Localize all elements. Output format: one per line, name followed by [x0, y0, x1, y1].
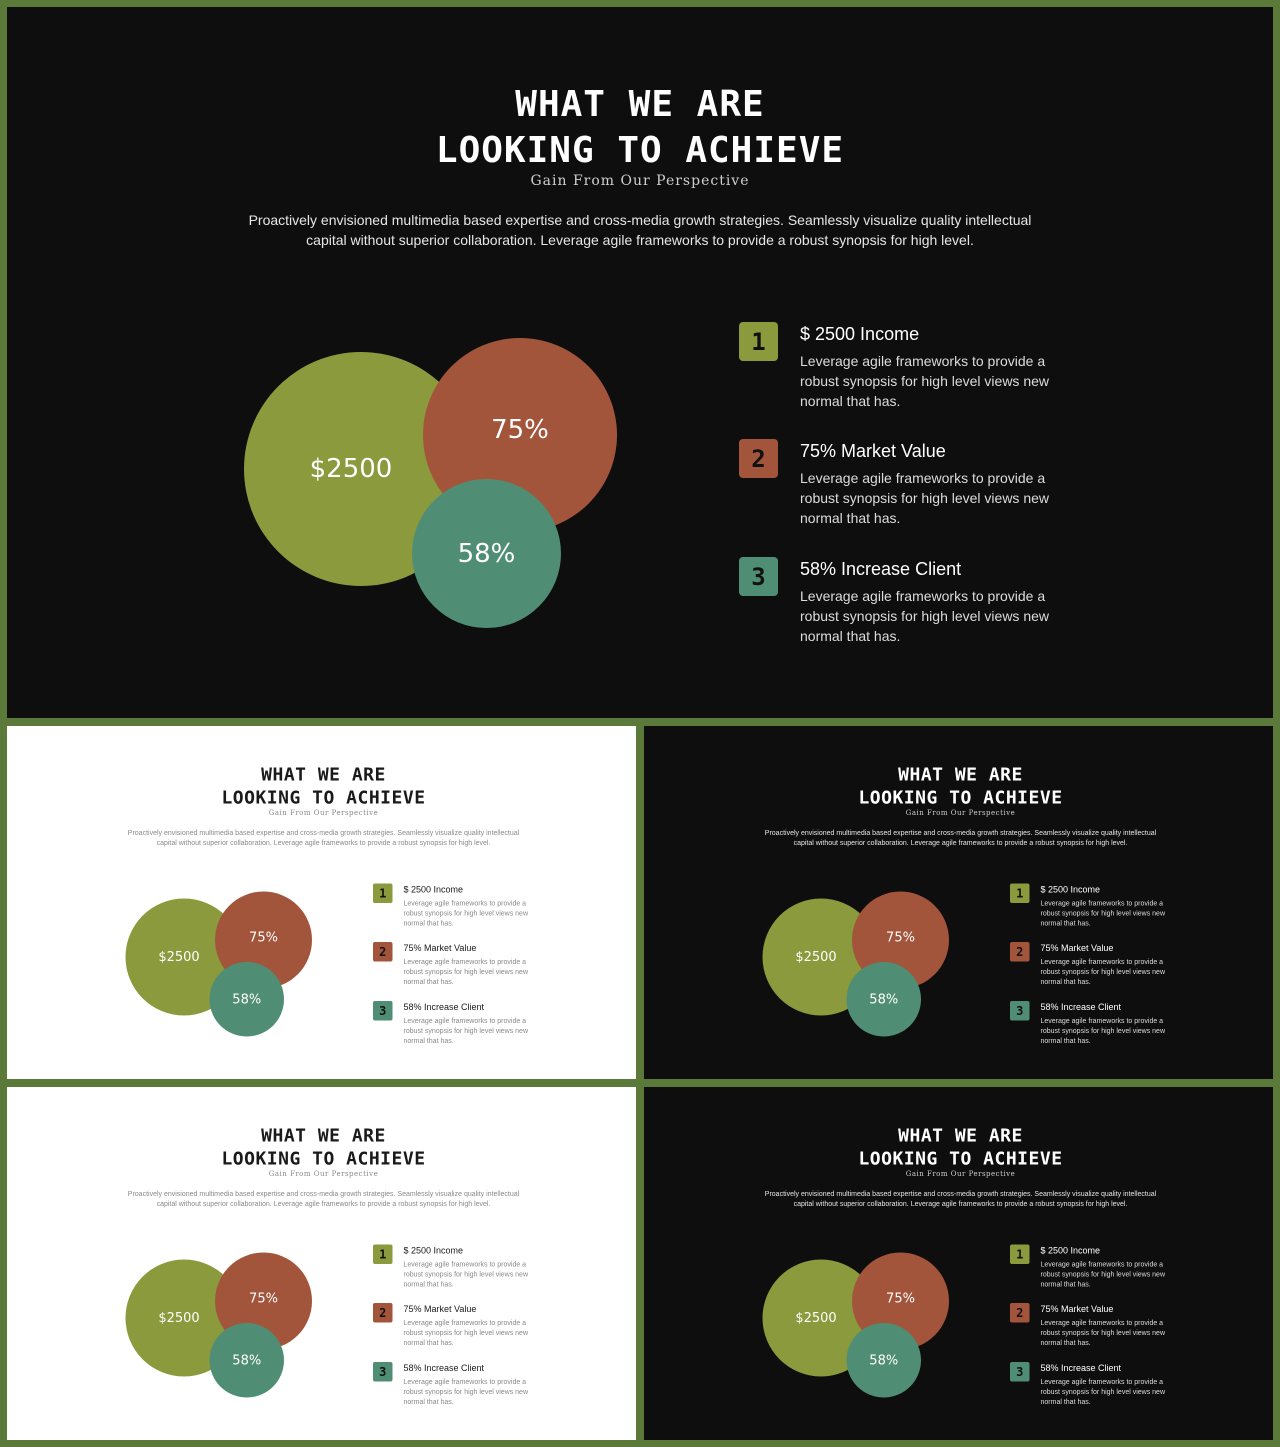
item-title: $ 2500 Income: [1040, 1245, 1101, 1256]
slide-title-line-2: LOOKING TO ACHIEVE: [435, 130, 845, 171]
item-description: Leverage agile frameworks to provide a r…: [1040, 1016, 1166, 1045]
item-description: Leverage agile frameworks to provide a r…: [1040, 899, 1166, 927]
item-title: 58% Increase Client: [1040, 1002, 1122, 1012]
slide-thumbnail-dark-1[interactable]: WHAT WE ARE LOOKING TO ACHIEVE Gain From…: [644, 726, 1273, 1079]
circle-income-label: $2500: [158, 1310, 200, 1326]
number-badge: 2: [1010, 942, 1030, 962]
slide-subtitle: Gain From Our Perspective: [268, 1170, 379, 1178]
item-title: $ 2500 Income: [1040, 884, 1101, 895]
item-title: 75% Market Value: [403, 943, 477, 953]
item-description: Leverage agile frameworks to provide a r…: [403, 1318, 529, 1347]
number-badge: 1: [1010, 883, 1030, 903]
circle-market-value-label: 75%: [886, 1291, 915, 1306]
item-description: Leverage agile frameworks to provide a r…: [403, 1260, 529, 1288]
item-description: Leverage agile frameworks to provide a r…: [1040, 1318, 1166, 1347]
item-description: Leverage agile frameworks to provide a r…: [403, 957, 529, 986]
number-badge: 2: [1010, 1303, 1030, 1323]
number-badge: 3: [373, 1362, 393, 1382]
circle-income-label: $2500: [309, 454, 393, 484]
item-description: Leverage agile frameworks to provide a r…: [1040, 957, 1166, 986]
number-badge: 3: [739, 557, 778, 596]
slide-title-line-1: WHAT WE ARE: [898, 764, 1023, 786]
circle-increase-client: 58%: [209, 1323, 284, 1398]
slide-title-line-2: LOOKING TO ACHIEVE: [858, 787, 1063, 809]
slide-subtitle: Gain From Our Perspective: [268, 809, 379, 817]
number-badge: 2: [739, 439, 778, 478]
number-badge: 1: [373, 883, 393, 903]
circle-income-label: $2500: [158, 949, 200, 965]
number-badge: 1: [739, 322, 778, 361]
circle-income-label: $2500: [795, 1310, 837, 1326]
number-badge: 1: [1010, 1244, 1030, 1264]
slide-thumbnail-dark-2[interactable]: WHAT WE ARE LOOKING TO ACHIEVE Gain From…: [644, 1087, 1273, 1440]
circle-increase-client: 58%: [412, 479, 561, 628]
slide-title-line-2: LOOKING TO ACHIEVE: [221, 787, 426, 809]
number-badge: 1: [373, 1244, 393, 1264]
number-badge: 3: [373, 1001, 393, 1021]
slide-description: Proactively envisioned multimedia based …: [764, 828, 1157, 847]
slide-description: Proactively envisioned multimedia based …: [127, 828, 520, 847]
circle-increase-client: 58%: [846, 962, 921, 1037]
slide-content: WHAT WE ARE LOOKING TO ACHIEVE Gain From…: [7, 7, 1273, 718]
slide-subtitle: Gain From Our Perspective: [905, 1170, 1016, 1178]
item-description: Leverage agile frameworks to provide a r…: [800, 588, 1050, 644]
item-description: Leverage agile frameworks to provide a r…: [1040, 1377, 1166, 1406]
item-description: Leverage agile frameworks to provide a r…: [403, 1016, 529, 1045]
item-title: 75% Market Value: [403, 1304, 477, 1314]
circle-increase-client-label: 58%: [457, 538, 516, 569]
slide-description: Proactively envisioned multimedia based …: [127, 1189, 520, 1208]
slide-content: WHAT WE ARE LOOKING TO ACHIEVE Gain From…: [7, 726, 636, 1079]
slide-title-line-2: LOOKING TO ACHIEVE: [858, 1148, 1063, 1170]
circle-market-value-label: 75%: [249, 930, 278, 945]
slide-thumbnail-light-1[interactable]: WHAT WE ARE LOOKING TO ACHIEVE Gain From…: [7, 726, 636, 1079]
slide-content: WHAT WE ARE LOOKING TO ACHIEVE Gain From…: [7, 1087, 636, 1440]
slide-preview-main-dark[interactable]: WHAT WE ARE LOOKING TO ACHIEVE Gain From…: [7, 7, 1273, 718]
item-description: Leverage agile frameworks to provide a r…: [403, 899, 529, 927]
circle-increase-client-label: 58%: [232, 991, 262, 1007]
slide-title-line-1: WHAT WE ARE: [261, 764, 386, 786]
slide-subtitle: Gain From Our Perspective: [530, 173, 750, 189]
circle-market-value-label: 75%: [886, 930, 915, 945]
slide-title-line-1: WHAT WE ARE: [515, 84, 765, 125]
item-title: 58% Increase Client: [403, 1363, 485, 1373]
circle-income-label: $2500: [795, 949, 837, 965]
slide-description: Proactively envisioned multimedia based …: [764, 1189, 1157, 1208]
number-badge: 3: [1010, 1001, 1030, 1021]
item-title: $ 2500 Income: [403, 1245, 464, 1256]
slide-content: WHAT WE ARE LOOKING TO ACHIEVE Gain From…: [644, 726, 1273, 1079]
item-description: Leverage agile frameworks to provide a r…: [403, 1377, 529, 1406]
item-title: 75% Market Value: [800, 441, 946, 461]
slide-title-line-1: WHAT WE ARE: [261, 1125, 386, 1147]
slide-thumbnail-light-2[interactable]: WHAT WE ARE LOOKING TO ACHIEVE Gain From…: [7, 1087, 636, 1440]
number-badge: 3: [1010, 1362, 1030, 1382]
circle-market-value-label: 75%: [249, 1291, 278, 1306]
slide-subtitle: Gain From Our Perspective: [905, 809, 1016, 817]
slide-title-line-2: LOOKING TO ACHIEVE: [221, 1148, 426, 1170]
item-title: $ 2500 Income: [403, 884, 464, 895]
slide-description: Proactively envisioned multimedia based …: [248, 212, 1032, 248]
circle-increase-client-label: 58%: [869, 991, 899, 1007]
item-title: 58% Increase Client: [403, 1002, 485, 1012]
item-title: 58% Increase Client: [800, 559, 962, 579]
circle-increase-client-label: 58%: [869, 1352, 899, 1368]
item-description: Leverage agile frameworks to provide a r…: [1040, 1260, 1166, 1288]
number-badge: 2: [373, 1303, 393, 1323]
item-title: 75% Market Value: [1040, 943, 1114, 953]
item-description: Leverage agile frameworks to provide a r…: [800, 353, 1050, 409]
item-title: 75% Market Value: [1040, 1304, 1114, 1314]
circle-increase-client: 58%: [209, 962, 284, 1037]
number-badge: 2: [373, 942, 393, 962]
item-title: $ 2500 Income: [800, 324, 920, 344]
circle-increase-client-label: 58%: [232, 1352, 262, 1368]
slide-content: WHAT WE ARE LOOKING TO ACHIEVE Gain From…: [644, 1087, 1273, 1440]
circle-increase-client: 58%: [846, 1323, 921, 1398]
item-title: 58% Increase Client: [1040, 1363, 1122, 1373]
item-description: Leverage agile frameworks to provide a r…: [800, 470, 1050, 526]
circle-market-value-label: 75%: [491, 415, 549, 445]
slide-title-line-1: WHAT WE ARE: [898, 1125, 1023, 1147]
